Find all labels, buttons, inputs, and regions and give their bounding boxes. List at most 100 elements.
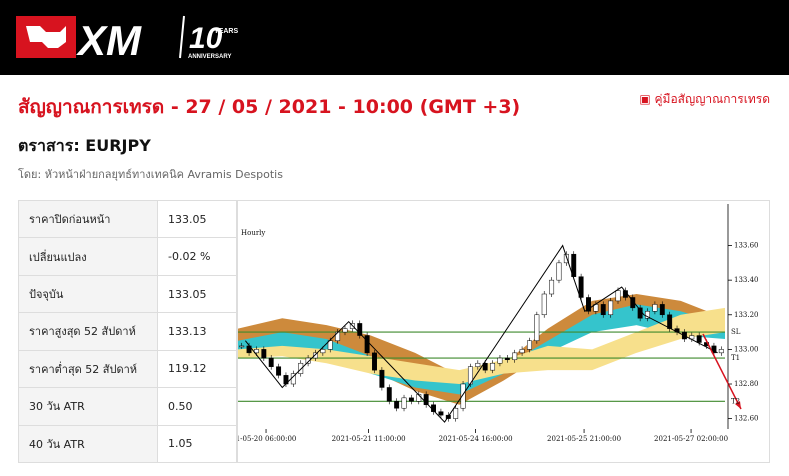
candle-body — [276, 366, 282, 376]
stat-value: 119.12 — [157, 349, 237, 389]
guide-link[interactable]: ▣ คู่มือสัญญาณการเทรด — [639, 90, 770, 109]
candle-body — [482, 362, 488, 371]
stat-value: 133.05 — [157, 274, 237, 314]
candle-body — [718, 349, 724, 354]
logo-anniversary: ANNIVERSARY — [188, 54, 231, 60]
y-tick-label: 132.80 — [734, 380, 759, 388]
y-tick-label: 133.60 — [734, 242, 759, 250]
zigzag-line — [244, 244, 718, 423]
candle-body — [519, 349, 525, 354]
candle-body — [490, 362, 496, 371]
candle-body — [408, 397, 414, 402]
y-tick-label: 133.20 — [734, 311, 759, 319]
level-label: T1 — [731, 354, 740, 362]
stat-value: 1.05 — [157, 424, 237, 464]
candle-body — [615, 290, 621, 302]
candle-body — [327, 340, 333, 350]
candle-body — [659, 304, 665, 316]
candle-body — [608, 300, 614, 316]
stat-value: -0.02 % — [157, 237, 237, 276]
candle-body — [239, 345, 245, 348]
candle-body — [504, 357, 510, 361]
x-tick-label: 2021-05-24 16:00:00 — [439, 435, 513, 443]
level-label: SL — [731, 328, 741, 336]
stats-row: ราคาสูงสุด 52 สัปดาห์ 133.13 — [18, 312, 237, 351]
stat-value: 133.13 — [157, 312, 237, 351]
level-label: T2 — [731, 397, 740, 405]
signal-title: สัญญาณการเทรด - 27 / 05 / 2021 - 10:00 (… — [18, 96, 521, 118]
y-tick-label: 132.60 — [734, 415, 759, 423]
logo-number: 10 — [189, 22, 223, 55]
stats-row: ราคาต่ำสุด 52 สัปดาห์ 119.12 — [18, 349, 237, 389]
instrument: ตราสาร: EURJPY — [18, 136, 151, 155]
candle-body — [645, 311, 650, 319]
stat-label: 40 วัน ATR — [18, 424, 158, 464]
candle-body — [423, 394, 429, 406]
x-tick-label: 2021-05-25 21:00:00 — [547, 435, 621, 443]
candle-body — [438, 411, 444, 416]
candle-body — [563, 253, 569, 264]
logo-years: YEARS — [214, 28, 238, 35]
indicator-band — [238, 307, 725, 384]
stats-row: ราคาปิดก่อนหน้า 133.05 — [18, 199, 237, 239]
candle-body — [401, 397, 407, 409]
logo-brand: XM — [76, 17, 142, 64]
candle-body — [342, 328, 348, 333]
trend-arrow — [702, 333, 742, 410]
candle-body — [497, 357, 503, 364]
candle-body — [667, 314, 673, 329]
candle-body — [386, 387, 392, 402]
trend-arrow-head — [735, 401, 741, 409]
stats-row: ปัจจุบัน 133.05 — [18, 274, 237, 314]
stat-label: เปลี่ยนแปลง — [18, 237, 158, 276]
stats-row: เปลี่ยนแปลง -0.02 % — [18, 237, 237, 276]
candle-body — [512, 352, 518, 361]
candle-body — [305, 357, 311, 364]
candle-body — [630, 297, 636, 309]
candle-body — [261, 349, 267, 359]
candle-body — [534, 314, 540, 341]
candle-body — [578, 276, 584, 298]
candle-body — [372, 352, 377, 371]
candle-body — [268, 357, 274, 367]
chart: Hourly SL T1 T2 133.60 133.40 133.20 133.00 132… — [237, 200, 770, 463]
stat-label: 30 วัน ATR — [18, 387, 158, 426]
stat-value: 133.05 — [157, 199, 237, 239]
stat-label: ราคาสูงสุด 52 สัปดาห์ — [18, 312, 158, 351]
candle-body — [394, 401, 400, 409]
header: XM 10 YEARS ANNIVERSARY — [0, 0, 789, 75]
candle-body — [253, 349, 259, 354]
x-tick-label: 2021-05-21 11:00:00 — [332, 435, 406, 443]
candle-body — [298, 362, 304, 374]
stat-value: 0.50 — [157, 387, 237, 426]
candle-body — [357, 323, 363, 336]
candle-body — [453, 407, 459, 419]
stats-row: 40 วัน ATR 1.05 — [18, 424, 237, 464]
author: โดย: หัวหน้าฝ่ายกลยุทธ์ทางเทคนิค Avramis… — [18, 168, 283, 181]
stat-label: ปัจจุบัน — [18, 274, 158, 314]
stats-table: ราคาปิดก่อนหน้า 133.05 เปลี่ยนแปลง -0.02 % ป… — [18, 199, 237, 464]
pdf-icon: ▣ — [639, 92, 655, 106]
x-tick-label: 2021-05-27 02:00:00 — [654, 435, 728, 443]
candle-body — [541, 293, 547, 316]
candle-body — [600, 304, 606, 316]
candle-body — [556, 262, 562, 281]
stats-row: 30 วัน ATR 0.50 — [18, 387, 237, 426]
x-tick-label: 1-05-20 06:00:00 — [237, 435, 296, 443]
guide-text[interactable]: คู่มือสัญญาณการเทรด — [654, 92, 771, 106]
candle-body — [586, 297, 591, 312]
logo-divider — [179, 15, 185, 59]
candle-body — [320, 349, 326, 354]
logo[interactable]: XM 10 YEARS ANNIVERSARY — [14, 0, 274, 75]
y-tick-label: 133.40 — [734, 276, 759, 284]
candle-body — [460, 383, 466, 409]
timeframe: Hourly — [241, 229, 265, 237]
candle-body — [379, 369, 385, 388]
logo-bull — [26, 26, 66, 48]
indicator-band — [238, 304, 725, 395]
candle-body — [335, 331, 341, 341]
candle-body — [364, 335, 370, 354]
stat-label: ราคาต่ำสุด 52 สัปดาห์ — [18, 349, 158, 389]
stat-label: ราคาปิดก่อนหน้า — [18, 199, 158, 239]
